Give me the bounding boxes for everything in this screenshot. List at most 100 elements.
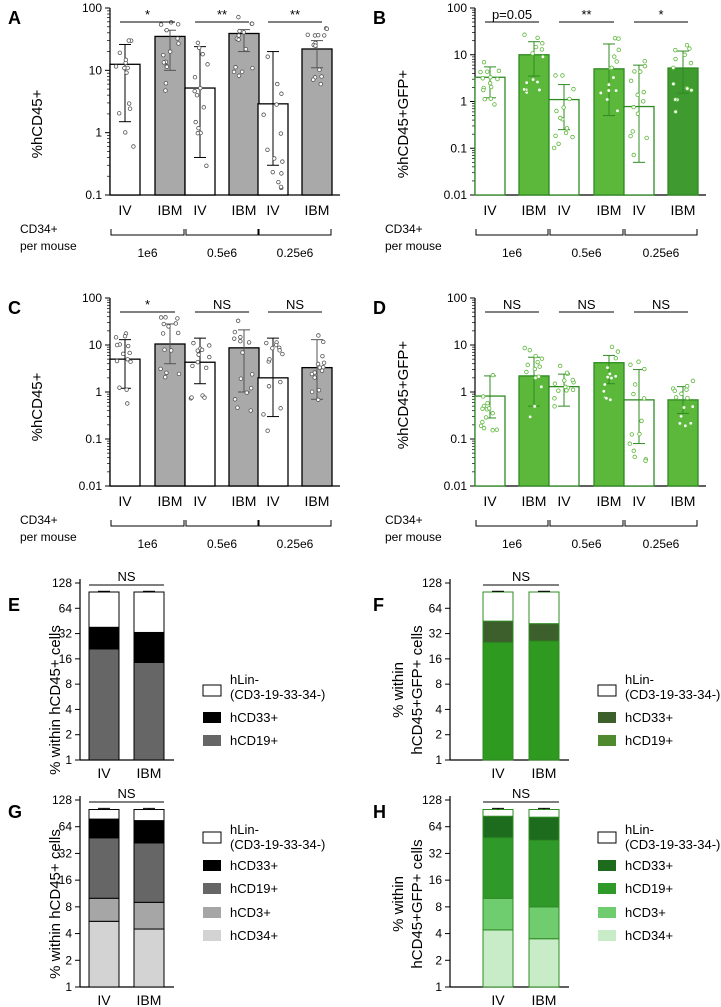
data-point-a xyxy=(274,102,279,107)
y-tick-label-d: 100 xyxy=(447,291,467,305)
data-point-b xyxy=(533,44,539,50)
stack-segment-g-hcd33 xyxy=(133,820,165,844)
data-point-d xyxy=(485,400,490,406)
data-point-a xyxy=(124,70,129,75)
x-category-a: IV xyxy=(193,202,207,218)
data-point-c xyxy=(309,371,315,377)
data-point-b xyxy=(488,84,494,90)
data-point-d xyxy=(527,347,533,353)
legend-h: hLin- (CD3-19-33-34-) hCD33+ hCD19+ hCD3… xyxy=(597,822,720,943)
y-axis-label-b: %hCD45+GFP+ xyxy=(395,70,412,179)
stack-segment-f-hlin xyxy=(482,591,514,622)
data-point-d xyxy=(556,388,561,393)
data-point-a xyxy=(200,52,205,57)
data-point-d xyxy=(483,415,489,420)
legend-h-swatch-hcd3 xyxy=(598,907,616,918)
data-point-b xyxy=(673,97,678,102)
x-category-g: IV xyxy=(97,992,111,1007)
data-point-d xyxy=(532,404,537,409)
data-point-d xyxy=(539,356,545,361)
data-point-b xyxy=(688,60,694,66)
data-point-a xyxy=(193,119,198,125)
data-point-c xyxy=(244,390,249,395)
data-point-b xyxy=(485,69,490,74)
y-tick-label-c: 10 xyxy=(89,338,103,352)
data-point-c xyxy=(238,339,243,344)
data-point-d xyxy=(627,441,632,446)
x-category-d: IV xyxy=(557,493,571,509)
x-category-b: IV xyxy=(557,202,571,218)
y-tick-label-f: 128 xyxy=(422,576,442,590)
data-point-d xyxy=(642,366,647,372)
group-bracket-c xyxy=(110,520,185,527)
data-point-a xyxy=(243,46,249,52)
data-point-b xyxy=(609,65,614,71)
data-point-a xyxy=(117,50,123,55)
data-point-b xyxy=(561,105,566,110)
y-axis-label-e: % within hCD45+ cells xyxy=(47,625,64,775)
data-point-b xyxy=(612,35,618,41)
x-category-b: IV xyxy=(483,202,497,218)
data-point-a xyxy=(161,52,166,58)
cd34-label-a: CD34+ xyxy=(20,222,58,236)
data-point-c xyxy=(125,401,130,406)
y-tick-label-b: 1 xyxy=(460,95,467,109)
group-label-a: 0.5e6 xyxy=(207,246,237,260)
data-point-a xyxy=(175,36,180,41)
data-point-b xyxy=(553,73,558,78)
y-axis-label-g: % within hCD45+ cells xyxy=(47,829,64,979)
data-point-a xyxy=(278,184,284,190)
y-tick-label-f: 64 xyxy=(429,601,443,615)
y-tick-label-g: 128 xyxy=(52,793,72,807)
x-category-d: IBM xyxy=(671,493,696,509)
data-point-a xyxy=(192,88,197,94)
data-point-d xyxy=(631,391,636,397)
significance-label-b: p=0.05 xyxy=(492,7,532,22)
x-category-c: IBM xyxy=(232,493,257,509)
data-point-d xyxy=(605,374,610,380)
data-point-b xyxy=(671,65,676,70)
data-point-d xyxy=(570,387,576,392)
data-point-a xyxy=(236,14,241,20)
data-point-c xyxy=(207,354,212,360)
data-point-c xyxy=(266,384,272,389)
group-bracket-b xyxy=(549,229,624,236)
data-point-b xyxy=(535,79,540,85)
stack-segment-h-hcd19 xyxy=(482,837,514,899)
data-point-a xyxy=(201,105,206,110)
data-point-b xyxy=(530,51,535,56)
data-point-b xyxy=(530,77,536,82)
data-point-d xyxy=(490,411,495,416)
group-bracket-a xyxy=(258,229,332,236)
data-point-a xyxy=(236,37,241,42)
data-point-a xyxy=(158,22,164,27)
data-point-c xyxy=(114,342,120,348)
data-point-b xyxy=(522,32,527,37)
legend-f-swatch-hlin xyxy=(597,684,617,697)
legend-e-swatch-hcd19 xyxy=(203,735,221,746)
data-point-b xyxy=(644,135,649,141)
stack-segment-f-hcd33 xyxy=(528,623,560,642)
data-point-a xyxy=(163,81,169,86)
data-point-b xyxy=(521,87,527,92)
data-point-a xyxy=(167,49,173,54)
bar-c-iv-4 xyxy=(257,377,289,487)
data-point-c xyxy=(125,343,131,349)
x-category-a: IBM xyxy=(232,202,257,218)
data-point-a xyxy=(319,74,324,79)
data-point-b xyxy=(563,130,569,136)
data-point-d xyxy=(522,345,527,351)
data-point-b xyxy=(628,133,633,139)
data-point-b xyxy=(488,75,493,80)
data-point-c xyxy=(202,395,207,400)
stack-segment-g-hcd3 xyxy=(88,897,120,922)
data-point-a xyxy=(278,131,284,136)
y-tick-label-a: 10 xyxy=(89,63,103,77)
group-label-c: 0.5e6 xyxy=(207,537,237,551)
significance-label-b: ** xyxy=(581,7,591,22)
stack-segment-h-hlin xyxy=(528,809,560,818)
group-bracket-a xyxy=(185,229,259,236)
data-point-d xyxy=(613,356,619,361)
data-point-d xyxy=(615,349,621,354)
data-point-c xyxy=(173,321,179,326)
